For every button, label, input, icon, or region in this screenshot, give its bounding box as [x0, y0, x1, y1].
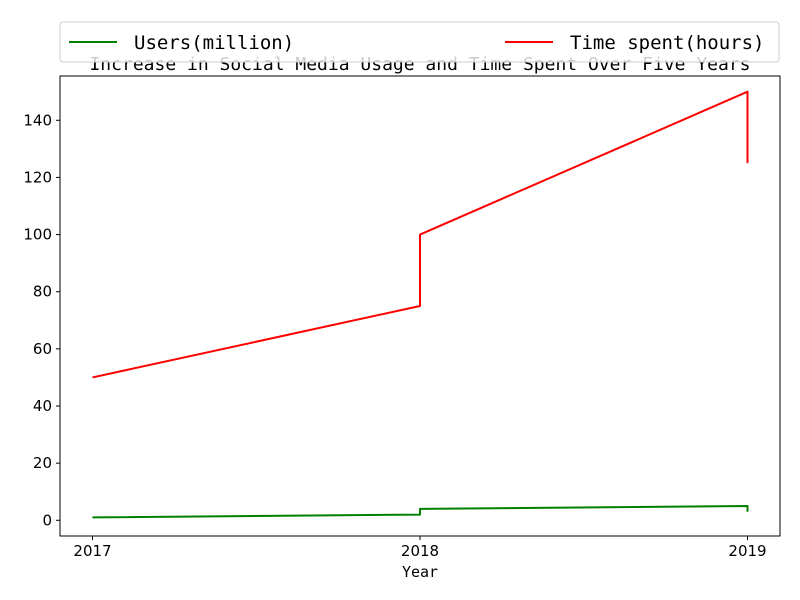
x-tick-label: 2017 [73, 542, 111, 560]
y-tick-label: 140 [23, 111, 52, 129]
x-tick-label: 2018 [401, 542, 439, 560]
y-axis: 0 20 40 60 80 100 120 140 [23, 111, 60, 529]
x-axis: 2017 2018 2019 [73, 536, 767, 560]
y-tick-label: 60 [33, 340, 52, 358]
legend-label-users: Users(million) [134, 32, 294, 54]
series-line-time-spent-hours [92, 90, 749, 379]
x-tick-label: 2019 [728, 542, 766, 560]
y-tick-label: 0 [42, 511, 52, 529]
legend: Users(million) Time spent(hours) [59, 21, 780, 63]
y-tick-label: 80 [33, 283, 52, 301]
y-tick-label: 20 [33, 454, 52, 472]
y-tick-label: 120 [23, 168, 52, 186]
series-layer [92, 90, 749, 519]
y-tick-label: 40 [33, 397, 52, 415]
legend-label-time-spent: Time spent(hours) [570, 32, 764, 54]
x-axis-title: Year [402, 563, 438, 581]
y-tick-label: 100 [23, 226, 52, 244]
legend-box [59, 21, 780, 63]
series-line-users-million [92, 505, 749, 519]
